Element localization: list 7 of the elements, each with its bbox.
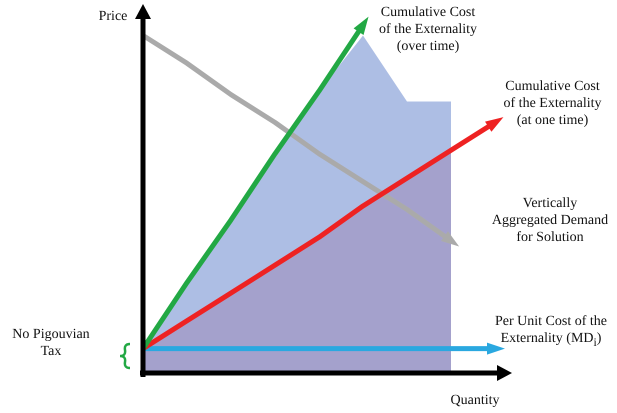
series-label: Cumulative Cost of the Externality (at one time) (502, 78, 602, 129)
x-axis-title: Quantity (450, 392, 500, 409)
series-label: Cumulative Cost of the Externality (over time) (378, 4, 478, 55)
text: Vertically Aggregated Demand for Solution (490, 195, 610, 246)
series-label: Per Unit Cost of the Externality (MD$_{i}$) (494, 313, 608, 351)
y-axis-title: Price (98, 8, 128, 25)
text: No Pigouvian Tax (12, 326, 90, 360)
